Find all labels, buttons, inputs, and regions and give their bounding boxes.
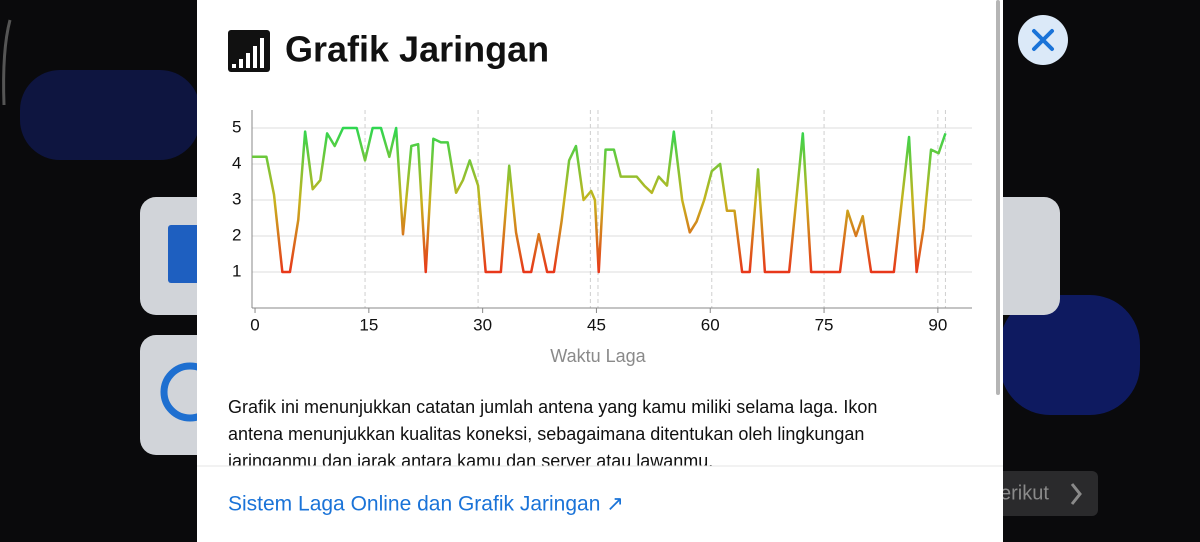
y-tick-label: 1 xyxy=(232,261,241,280)
chevron xyxy=(1070,483,1082,505)
bg-button[interactable] xyxy=(980,471,1098,516)
x-tick-label: 75 xyxy=(815,315,834,334)
dialog-title: Grafik Jaringan xyxy=(285,29,549,70)
bg-shape xyxy=(1000,295,1140,415)
x-axis-label: Waktu Laga xyxy=(550,346,646,366)
x-tick-label: 30 xyxy=(473,315,492,334)
x-tick-label: 45 xyxy=(587,315,606,334)
y-tick-label: 2 xyxy=(232,225,241,244)
footer xyxy=(197,466,1003,542)
bg-shape xyxy=(20,70,200,160)
close-icon xyxy=(1032,29,1054,51)
description-line: antena menunjukkan kualitas koneksi, seb… xyxy=(228,424,864,444)
scrollbar[interactable] xyxy=(996,0,1000,395)
bg-arc xyxy=(2,19,12,106)
description-line: Grafik ini menunjukkan catatan jumlah an… xyxy=(228,397,877,417)
y-tick-label: 4 xyxy=(232,153,241,172)
y-tick-label: 3 xyxy=(232,189,241,208)
help-link[interactable]: Sistem Laga Online dan Grafik Jaringan ↗ xyxy=(228,493,624,516)
signal-icon xyxy=(228,30,270,72)
bg-button-label: erikut xyxy=(1000,482,1049,504)
x-tick-label: 0 xyxy=(250,315,259,334)
x-tick-label: 15 xyxy=(359,315,378,334)
y-tick-label: 5 xyxy=(232,117,241,136)
x-tick-label: 90 xyxy=(928,315,947,334)
signal-bars xyxy=(232,38,264,68)
network-line xyxy=(252,126,947,274)
x-tick-label: 60 xyxy=(701,315,720,334)
